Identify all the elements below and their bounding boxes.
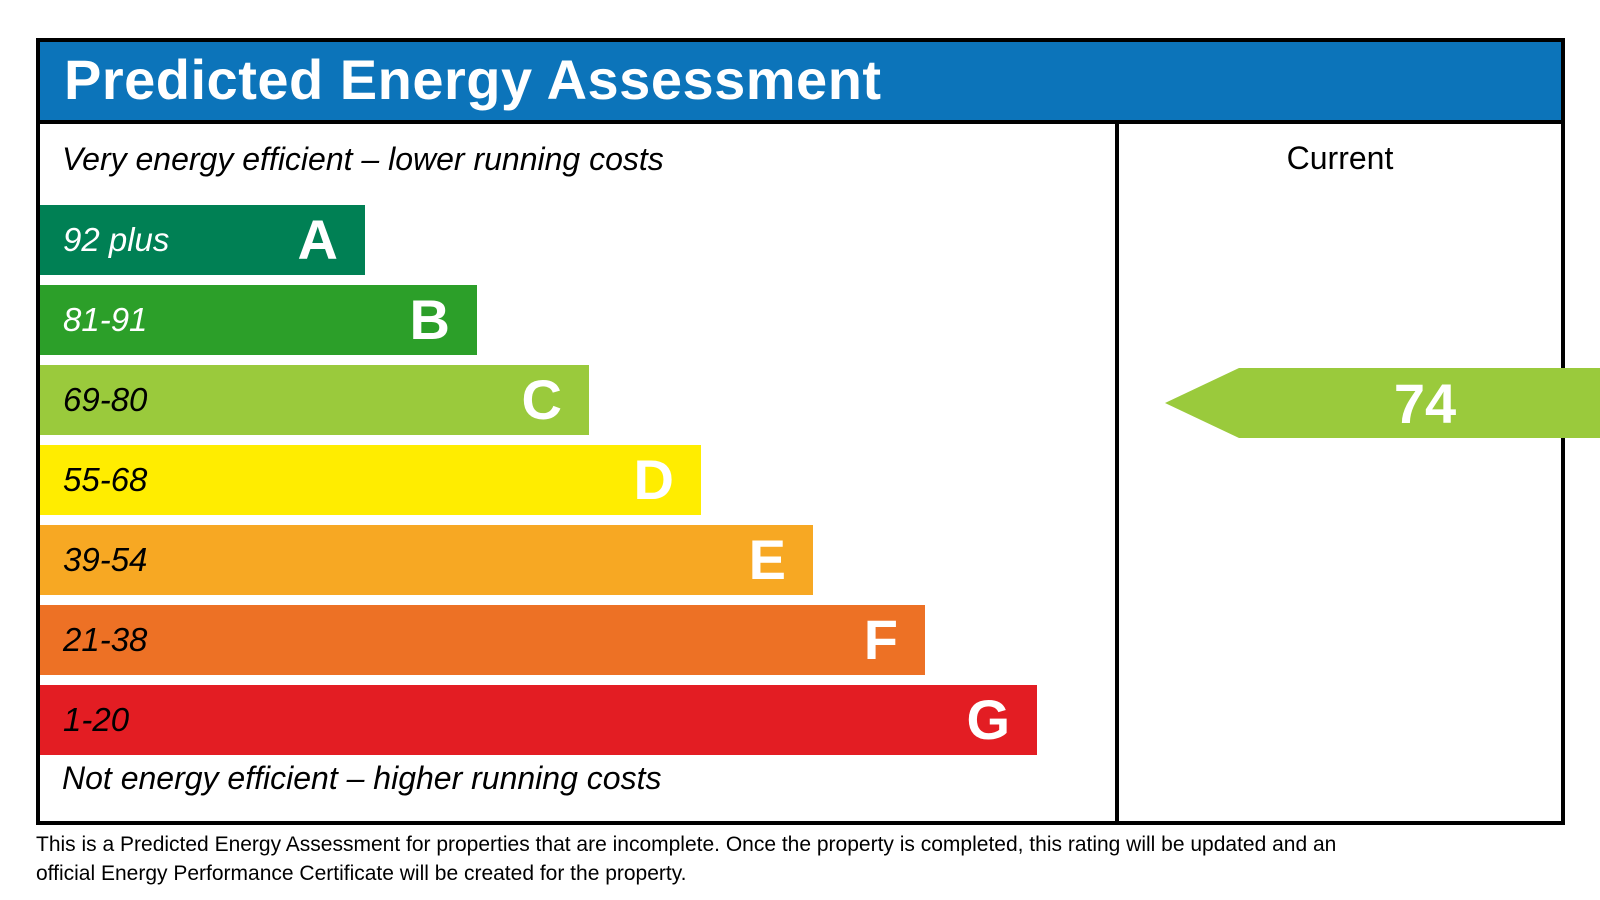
band-range-label: 81-91 — [63, 301, 148, 338]
band-letter: F — [863, 608, 898, 671]
current-rating-column: Current 74 — [1115, 124, 1600, 821]
band-row-f: 21-38 F — [40, 605, 925, 675]
band-row-d: 55-68 D — [40, 445, 701, 515]
band-range-label: 39-54 — [63, 541, 148, 578]
current-rating-value: 74 — [1393, 371, 1457, 435]
rating-scale-area: Very energy efficient – lower running co… — [40, 124, 1115, 821]
band-range-label: 69-80 — [63, 381, 148, 418]
top-note: Very energy efficient – lower running co… — [62, 141, 664, 177]
band-range-label: 92 plus — [63, 221, 170, 258]
band-row-g: 1-20 G — [40, 685, 1037, 755]
band-range-label: 55-68 — [63, 461, 148, 498]
current-rating-arrow: 74 — [1165, 368, 1600, 438]
band-letter: D — [633, 448, 674, 511]
band-letter: A — [297, 208, 338, 271]
band-row-c: 69-80 C — [40, 365, 589, 435]
footer-note-line-1: This is a Predicted Energy Assessment fo… — [36, 833, 1337, 856]
certificate-frame: Predicted Energy Assessment Very energy … — [36, 38, 1600, 825]
band-range-label: 21-38 — [63, 621, 148, 658]
band-letter: E — [748, 528, 786, 591]
band-row-b: 81-91 B — [40, 285, 477, 355]
band-range-label: 1-20 — [63, 701, 130, 738]
current-column-header: Current — [1286, 140, 1394, 176]
page-title: Predicted Energy Assessment — [64, 48, 882, 111]
band-letter: C — [521, 368, 562, 431]
band-letter: B — [409, 288, 450, 351]
bottom-note: Not energy efficient – higher running co… — [62, 760, 662, 796]
footer-note: This is a Predicted Energy Assessment fo… — [36, 830, 1336, 888]
band-row-e: 39-54 E — [40, 525, 813, 595]
footer-note-line-2: official Energy Performance Certificate … — [36, 862, 687, 885]
title-bar: Predicted Energy Assessment — [40, 42, 1561, 124]
certificate-body: Very energy efficient – lower running co… — [40, 124, 1600, 821]
band-row-a: 92 plus A — [40, 205, 365, 275]
band-letter: G — [966, 688, 1010, 751]
